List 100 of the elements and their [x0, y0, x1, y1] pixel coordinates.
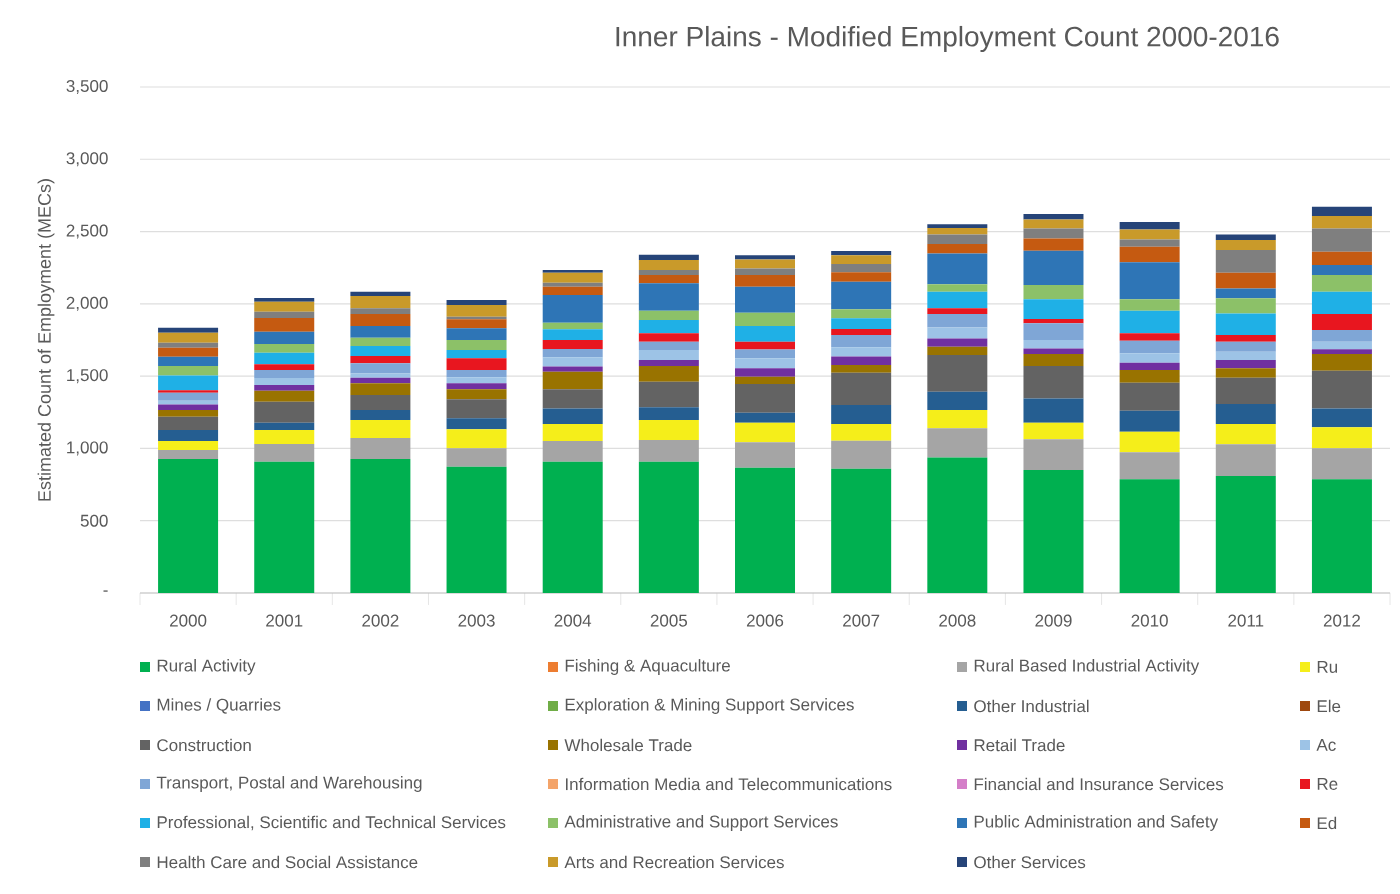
bar: [638, 381, 699, 408]
bar: [1119, 299, 1180, 311]
bar: [1023, 354, 1084, 367]
bar: [542, 322, 603, 330]
bar: [1119, 410, 1180, 432]
bar: [927, 253, 988, 285]
bar: [350, 458, 411, 593]
bar: [831, 264, 892, 273]
bar: [158, 410, 219, 417]
legend-label: Fishing & Aquaculture: [565, 659, 730, 675]
bar: [638, 461, 699, 593]
bar: [446, 328, 507, 340]
bar: [254, 385, 315, 391]
bar: [1119, 479, 1180, 593]
bar: [254, 344, 315, 353]
bar: [638, 310, 699, 321]
bar: [638, 420, 699, 441]
bar: [446, 377, 507, 384]
legend-label: Other Industrial: [974, 699, 1089, 713]
bar: [158, 416, 219, 431]
legend-label: Financial and Insurance Services: [974, 777, 1224, 791]
bar: [1215, 288, 1276, 299]
y-tick-label: -: [103, 590, 108, 592]
bar: [1311, 427, 1372, 449]
bar: [542, 371, 603, 390]
bar: [1023, 366, 1084, 399]
bar: [1311, 479, 1372, 593]
bar: [831, 329, 892, 336]
bar: [735, 368, 796, 377]
bar: [927, 410, 988, 429]
bar: [350, 314, 411, 326]
bar: [1023, 348, 1084, 355]
bar: [542, 295, 603, 323]
bar: [735, 326, 796, 342]
bar: [542, 461, 603, 593]
bar: [1023, 214, 1084, 220]
bar: [446, 466, 507, 593]
bar: [1311, 206, 1372, 217]
bar: [158, 404, 219, 411]
bar: [542, 349, 603, 358]
bar: [927, 391, 988, 411]
bar: [831, 440, 892, 469]
bar: [735, 349, 796, 359]
bar: [1023, 319, 1084, 324]
bar: [1311, 408, 1372, 428]
bar: [927, 314, 988, 328]
bar: [831, 272, 892, 282]
bar: [1023, 299, 1084, 320]
bar: [1311, 216, 1372, 229]
bar: [158, 392, 219, 401]
bar: [1311, 341, 1372, 350]
bar: [927, 284, 988, 292]
bar: [638, 366, 699, 382]
y-axis-title: Estimated Count of Employment (MECs): [37, 179, 55, 501]
legend-label: Ru: [1317, 661, 1338, 673]
bar: [254, 364, 315, 371]
bar: [350, 308, 411, 315]
bar: [927, 327, 988, 339]
bar: [1119, 362, 1180, 371]
bar: [446, 389, 507, 400]
bar: [1119, 246, 1180, 263]
bar: [1023, 340, 1084, 349]
bar: [1023, 422, 1084, 440]
bar: [446, 350, 507, 359]
chart-title: Inner Plains - Modified Employment Count 2000-2016: [616, 25, 1279, 53]
bar: [158, 390, 219, 393]
bar: [638, 254, 699, 260]
bar: [927, 291, 988, 309]
bar: [735, 341, 796, 350]
bar: [735, 358, 796, 369]
legend-label: Other Services: [974, 855, 1086, 869]
bar: [1311, 330, 1372, 342]
bar: [1311, 265, 1372, 276]
bar: [1311, 354, 1372, 371]
bar: [735, 422, 796, 443]
y-tick-label: 2,500: [66, 224, 108, 239]
bar: [638, 275, 699, 284]
legend-label: Construction: [157, 738, 251, 752]
bar: [927, 308, 988, 315]
bar: [735, 259, 796, 269]
bar: [1119, 452, 1180, 480]
bar: [638, 320, 699, 334]
bar: [1119, 340, 1180, 354]
bar: [254, 461, 315, 593]
bar: [831, 251, 892, 256]
bar: [158, 366, 219, 376]
bar: [446, 429, 507, 449]
bar: [735, 268, 796, 276]
bar: [831, 347, 892, 357]
bar: [831, 468, 892, 593]
bar: [254, 352, 315, 365]
bar: [1311, 228, 1372, 252]
bar: [1119, 310, 1180, 334]
legend-label: Wholesale Trade: [564, 738, 692, 752]
legend-label: Professional, Scientific and Technical Services: [157, 815, 506, 831]
bar: [1215, 234, 1276, 241]
bar: [350, 395, 411, 411]
bar: [446, 358, 507, 371]
bar: [158, 458, 219, 593]
legend-label: Public Administration and Safety: [974, 815, 1219, 831]
